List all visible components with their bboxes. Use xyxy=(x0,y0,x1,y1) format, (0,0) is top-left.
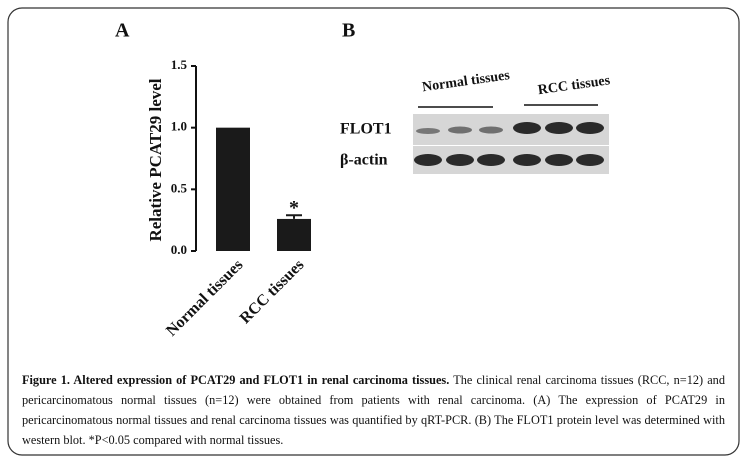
caption-text: The clinical renal carcinoma tissues (RC… xyxy=(22,373,725,447)
y-tick-label: 1.0 xyxy=(171,119,187,134)
blot-group-label: RCC tissues xyxy=(537,73,612,98)
frame xyxy=(7,7,740,456)
error-bar xyxy=(286,214,302,219)
caption-title: Figure 1. Altered expression of PCAT29 a… xyxy=(22,373,450,387)
panel-label: A xyxy=(115,20,130,42)
bar xyxy=(216,127,250,251)
y-tick-label: 1.5 xyxy=(171,57,188,72)
y-axis-label: Relative PCAT29 level xyxy=(146,78,165,241)
significance-label: * xyxy=(289,197,299,219)
x-tick-label: Normal tissues xyxy=(163,256,246,339)
panel-label: B xyxy=(342,20,355,42)
blot-row-label: β-actin xyxy=(340,152,388,169)
bar xyxy=(277,218,311,251)
y-tick-label: 0.0 xyxy=(171,242,187,257)
blot-row-label: FLOT1 xyxy=(340,121,392,138)
caption: Figure 1. Altered expression of PCAT29 a… xyxy=(22,370,725,450)
x-tick-label: RCC tissues xyxy=(237,256,308,327)
y-tick-label: 0.5 xyxy=(171,180,188,195)
blot-bands xyxy=(414,122,604,166)
blot-group-label: Normal tissues xyxy=(421,68,511,95)
blot-strip xyxy=(413,114,609,145)
